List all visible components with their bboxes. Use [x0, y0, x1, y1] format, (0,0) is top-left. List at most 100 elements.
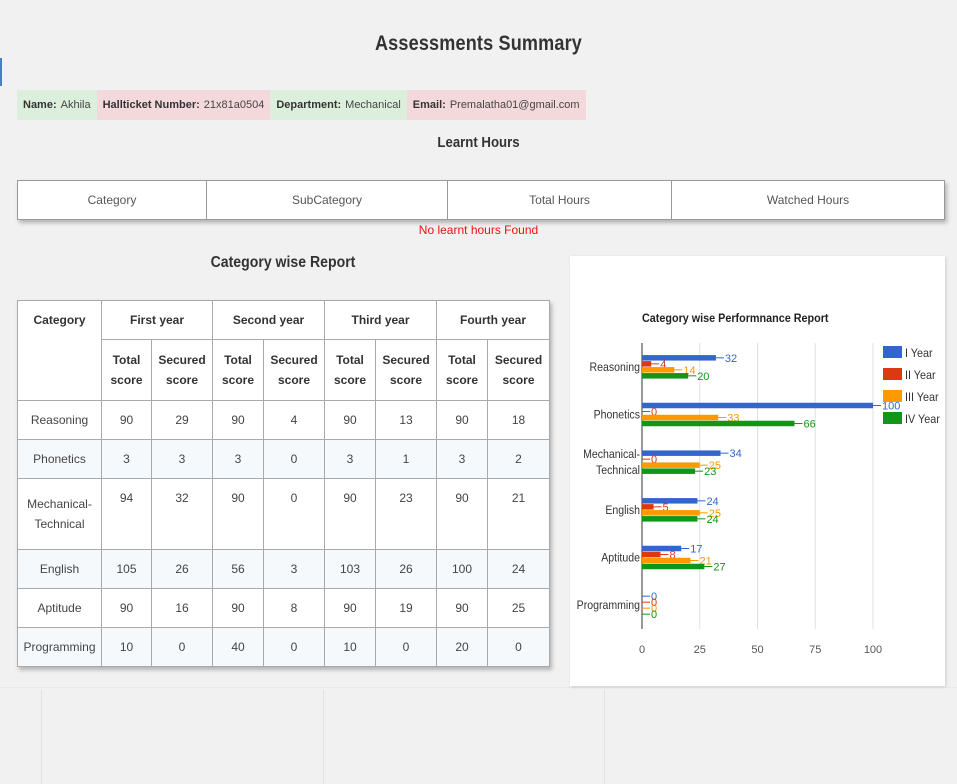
data-label: 100: [882, 401, 900, 413]
hallticket-chip: Hallticket Number: 21x81a0504: [96, 90, 271, 120]
total-score-cell: 3: [212, 439, 264, 479]
no-hours-message: No learnt hours Found: [418, 223, 539, 237]
x-tick-label: 50: [751, 644, 763, 656]
secured-score-cell: 26: [375, 549, 437, 589]
total-score-cell: 10: [324, 627, 376, 667]
secured-score-header: Secured score: [486, 339, 551, 401]
chart-bar: [642, 498, 698, 504]
row-category-cell: English: [17, 549, 102, 589]
background-gridline: [41, 690, 42, 784]
background-gridline: [323, 690, 324, 784]
secured-score-cell: 32: [151, 478, 213, 550]
table-row: English 105 26 56 3 103 26 100 24: [17, 549, 551, 589]
total-score-cell: 90: [101, 400, 152, 440]
data-label: 0: [651, 609, 657, 621]
email-value: Premalatha01@gmail.com: [449, 99, 580, 111]
email-label: Email:: [412, 99, 446, 111]
column-header-category: Category: [17, 180, 207, 220]
secured-score-cell: 3: [263, 549, 325, 589]
data-label: 66: [803, 419, 815, 431]
secured-score-cell: 8: [263, 588, 325, 628]
data-label: 27: [713, 562, 725, 574]
secured-score-cell: 0: [263, 627, 325, 667]
x-tick-label: 25: [694, 644, 706, 656]
table-row: Programming 10 0 40 0 10 0 20 0: [17, 627, 551, 667]
total-score-header: Total score: [436, 339, 488, 401]
legend-swatch: [883, 390, 902, 402]
y-category-label: Aptitude: [601, 552, 640, 565]
secured-score-cell: 3: [151, 439, 213, 479]
learnt-hours-table: Category SubCategory Total Hours Watched…: [17, 180, 945, 220]
total-score-cell: 90: [212, 400, 264, 440]
department-label: Department:: [276, 99, 342, 111]
chart-bar: [642, 367, 675, 373]
y-category-label: English: [605, 504, 640, 517]
total-score-cell: 90: [436, 588, 488, 628]
hallticket-label: Hallticket Number:: [102, 99, 200, 111]
total-score-cell: 105: [101, 549, 152, 589]
total-score-header: Total score: [101, 339, 152, 401]
data-label: 32: [725, 353, 737, 365]
total-score-cell: 3: [436, 439, 488, 479]
total-score-cell: 3: [324, 439, 376, 479]
row-category-cell: Reasoning: [17, 400, 102, 440]
y-category-label: Programming: [577, 600, 640, 613]
performance-chart-card: Category wise Performnance Report 0 25 50 75…: [570, 256, 945, 686]
total-score-cell: 90: [212, 588, 264, 628]
data-label: 0: [651, 407, 657, 419]
secured-score-cell: 18: [486, 400, 551, 440]
data-label: 5: [663, 502, 669, 514]
total-score-cell: 90: [324, 478, 376, 550]
legend-label: III Year: [905, 392, 939, 405]
year-header-fourth: Fourth year: [435, 300, 551, 340]
chart-bar: [642, 373, 689, 379]
secured-score-cell: 13: [375, 400, 437, 440]
y-category-label: Reasoning: [590, 361, 640, 374]
total-score-cell: 90: [436, 400, 488, 440]
background-divider: [0, 687, 957, 688]
total-score-header: Total score: [324, 339, 376, 401]
chart-bar: [642, 468, 696, 474]
column-header-total-hours: Total Hours: [447, 180, 672, 220]
data-label: 0: [651, 603, 657, 615]
table-row: Reasoning 90 29 90 4 90 13 90 18: [17, 400, 551, 440]
legend-label: I Year: [905, 348, 933, 361]
x-tick-label: 0: [639, 644, 645, 656]
row-category-cell: Programming: [17, 627, 102, 667]
year-header-third: Third year: [324, 300, 437, 340]
chart-bar: [642, 563, 705, 570]
chart-bar: [642, 361, 652, 367]
hallticket-value: 21x81a0504: [203, 99, 265, 111]
background-gridline: [604, 690, 605, 784]
category-report-body: Reasoning 90 29 90 4 90 13 90 18 Phonetics 3 3 3 0 3 1 3…: [17, 400, 551, 667]
student-name-value: Akhila: [60, 99, 91, 111]
total-score-cell: 100: [436, 549, 488, 589]
secured-score-header: Secured score: [263, 339, 325, 401]
chart-bar: [642, 414, 719, 421]
total-score-cell: 90: [324, 588, 376, 628]
data-label: 0: [651, 591, 657, 603]
total-score-cell: 40: [212, 627, 264, 667]
secured-score-cell: 24: [486, 549, 551, 589]
legend-label: IV Year: [905, 414, 940, 427]
legend-label: II Year: [905, 370, 936, 383]
row-category-cell: Phonetics: [17, 439, 102, 479]
total-score-cell: 3: [101, 439, 152, 479]
row-category-cell: Aptitude: [17, 588, 102, 628]
secured-score-cell: 19: [375, 588, 437, 628]
category-report-table: Category First year Second year Third ye…: [17, 300, 551, 667]
chart-title: Category wise Performnance Report: [642, 313, 829, 326]
table-row: Phonetics 3 3 3 0 3 1 3 2: [17, 439, 551, 479]
data-label: 8: [669, 550, 675, 562]
chart-bar: [642, 420, 795, 427]
chart-bar: [642, 545, 682, 552]
department-chip: Department: Mechanical: [270, 90, 407, 120]
table-row: Mechanical-Technical 94 32 90 0 90 23 90 21: [17, 478, 551, 550]
chart-bar: [642, 510, 700, 516]
data-label: 23: [704, 466, 716, 478]
legend-swatch: [883, 412, 902, 424]
data-label: 25: [709, 460, 721, 472]
chart-bar: [642, 551, 661, 558]
total-score-cell: 103: [324, 549, 376, 589]
